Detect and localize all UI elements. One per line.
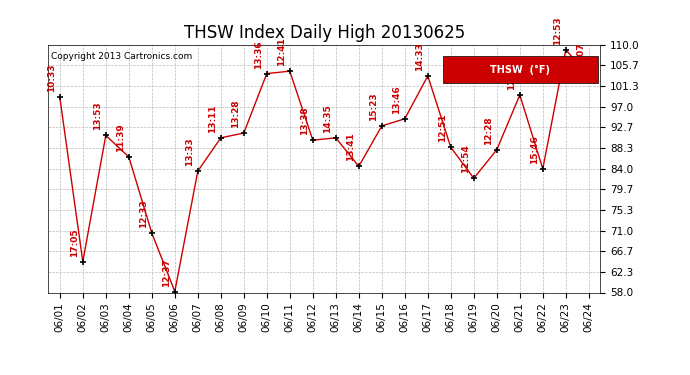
Text: 13:07: 13:07	[576, 42, 585, 71]
Text: 12:33: 12:33	[139, 200, 148, 228]
Text: 12:54: 12:54	[462, 145, 471, 173]
Text: 12:53: 12:53	[553, 16, 562, 45]
FancyBboxPatch shape	[443, 56, 598, 83]
Text: 12:28: 12:28	[484, 116, 493, 145]
Title: THSW Index Daily High 20130625: THSW Index Daily High 20130625	[184, 24, 465, 42]
Text: 13:46: 13:46	[393, 85, 402, 114]
Text: 11:39: 11:39	[117, 123, 126, 152]
Text: 12:17: 12:17	[507, 61, 516, 90]
Text: 14:33: 14:33	[415, 42, 424, 71]
Text: 13:28: 13:28	[231, 99, 240, 128]
Text: 14:35: 14:35	[324, 104, 333, 133]
Text: THSW  (°F): THSW (°F)	[491, 65, 550, 75]
Text: 15:46: 15:46	[531, 135, 540, 164]
Text: 13:53: 13:53	[93, 102, 102, 130]
Text: 13:11: 13:11	[208, 104, 217, 133]
Text: Copyright 2013 Cartronics.com: Copyright 2013 Cartronics.com	[51, 53, 193, 62]
Text: 13:41: 13:41	[346, 133, 355, 161]
Text: 15:23: 15:23	[369, 92, 378, 121]
Text: 13:36: 13:36	[255, 40, 264, 69]
Text: 17:05: 17:05	[70, 228, 79, 256]
Text: 10:33: 10:33	[48, 64, 57, 92]
Text: 13:33: 13:33	[186, 138, 195, 166]
Text: 12:51: 12:51	[438, 114, 447, 142]
Text: 12:37: 12:37	[162, 258, 171, 286]
Text: 12:41: 12:41	[277, 38, 286, 66]
Text: 13:38: 13:38	[300, 106, 309, 135]
